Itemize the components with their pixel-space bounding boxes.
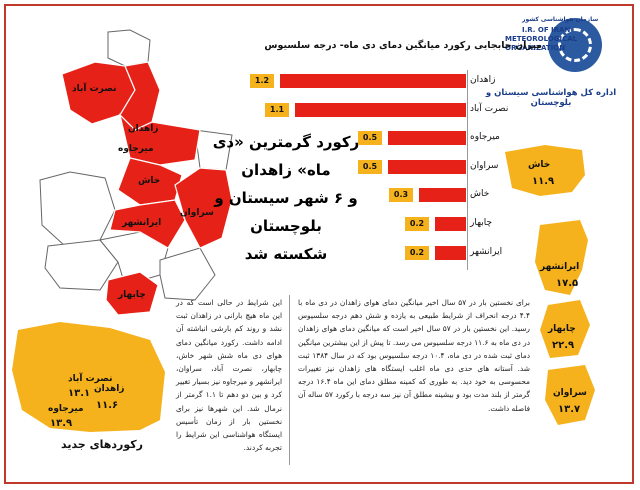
chart-value-label: 0.5	[358, 131, 382, 146]
chart-bar	[435, 245, 466, 260]
side-value-khash: ۱۱.۹	[532, 176, 555, 187]
chart-value-label: 0.3	[389, 188, 413, 203]
side-name-chabahar: چابهار	[548, 324, 576, 334]
logo-line-3: ORGANIZATION	[505, 44, 566, 52]
region-saravan-shape	[545, 365, 595, 425]
chart-category-label: خاش	[470, 189, 490, 200]
map-label-zahedan: زاهدان	[128, 124, 159, 134]
logo-line-fa: سازمان هواشناسی کشور	[522, 16, 599, 23]
map-label-chabahar: چابهار	[118, 290, 146, 300]
chart-bar	[280, 74, 466, 88]
region-new-records-shape	[12, 322, 165, 432]
chart-bar	[435, 217, 466, 231]
side-name-iranshahr: ایرانشهر	[540, 262, 580, 272]
side-value-iranshahr: ۱۷.۵	[556, 278, 579, 289]
chart-value-label: 1.2	[250, 74, 274, 88]
side-value-chabahar: ۲۲.۹	[552, 340, 575, 351]
chart-value-label: 0.5	[358, 159, 382, 174]
side-name-saravan: سراوان	[553, 388, 587, 398]
chart-category-label: سراوان	[470, 160, 499, 171]
chart-category-label: نصرت آباد	[470, 103, 509, 114]
new-record-name-nosratabad: نصرت آباد	[68, 374, 113, 384]
logo-line-2: METEOROLOGICAL	[505, 35, 578, 43]
headline: رکورد گرمترین «دی ماه» زاهدان و ۶ شهر سی…	[200, 128, 372, 268]
chart-category-label: زاهدان	[470, 75, 496, 85]
map-label-mirjaveh: میرجاوه	[118, 144, 154, 154]
map-label-nosratabad: نصرت آباد	[72, 84, 117, 94]
article-paragraph-left: این شرایط در حالی است که در این ماه هیچ …	[176, 298, 283, 453]
chart-category-label: چابهار	[470, 218, 493, 228]
map-label-iranshahr: ایرانشهر	[122, 218, 162, 228]
headline-line-2: و ۶ شهر سیستان و بلوچستان	[214, 189, 358, 235]
map-county-saravan	[174, 167, 233, 249]
headline-line-1: رکورد گرمترین «دی ماه» زاهدان	[212, 133, 360, 179]
article-paragraph-right: برای نخستین بار در ۵۷ سال اخیر میانگین د…	[298, 298, 530, 413]
new-record-value-nosratabad: ۱۳.۱	[68, 388, 91, 399]
meteorological-logo-icon	[548, 18, 602, 72]
office-name: اداره کل هواشناسی سیستان و بلوچستان	[485, 88, 617, 108]
chart-baseline	[467, 70, 468, 271]
page-frame	[4, 4, 634, 484]
chart-title: میزان جابجایی رکورد میانگین دمای دی ماه-…	[264, 40, 542, 51]
headline-line-3: شکسته شد	[244, 245, 328, 263]
chart-value-label: 1.1	[265, 102, 289, 117]
chart-bar	[295, 102, 466, 117]
chart-bar	[388, 131, 466, 146]
column-divider	[289, 295, 290, 465]
map-county-iranshahr	[109, 199, 186, 249]
map-label-saravan: سراوان	[180, 208, 214, 218]
side-value-saravan: ۱۳.۷	[558, 404, 581, 415]
map-county-west	[39, 171, 116, 247]
region-chabahar-shape	[540, 300, 590, 358]
map-label-khash: خاش	[138, 176, 161, 186]
chart-bar	[419, 188, 466, 203]
new-record-name-zahedan: زاهدان	[94, 384, 125, 394]
chart-bar	[388, 159, 466, 174]
new-records-title: رکوردهای جدید	[60, 438, 144, 451]
new-record-name-mirjaveh: میرجاوه	[48, 404, 84, 414]
chart-category-label: میرجاوه	[470, 132, 500, 143]
new-record-value-zahedan: ۱۱.۶	[96, 400, 119, 411]
map-county-chabahar	[105, 271, 159, 316]
region-iranshahr-shape	[535, 220, 588, 295]
chart-value-label: 0.2	[405, 217, 429, 231]
chart-value-label: 0.2	[405, 245, 429, 260]
logo-line-1: I.R. OF IRAN	[522, 26, 571, 34]
region-khash-shape	[505, 145, 585, 196]
side-name-khash: خاش	[528, 160, 551, 170]
chart-category-label: ایرانشهر	[470, 246, 503, 257]
new-record-value-mirjaveh: ۱۳.۹	[50, 418, 73, 429]
